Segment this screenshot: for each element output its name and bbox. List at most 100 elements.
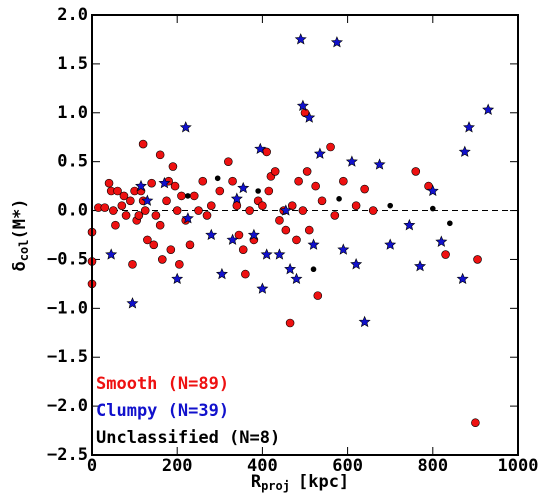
point [245,206,254,215]
star-point [294,33,307,45]
point [255,188,261,194]
star-point [403,218,416,231]
point [387,202,394,209]
y-axis-label: δcol(M*) [10,199,31,272]
star-point [254,142,267,155]
x-tick-label: 600 [332,456,363,476]
point [411,167,421,176]
point [119,191,129,201]
point [294,176,303,186]
point [214,175,221,182]
star-point [384,238,397,250]
y-tick-label: −2.5 [47,445,88,465]
point [441,250,450,259]
x-label-rest: [kpc] [298,472,349,492]
x-label-symbol: R [251,472,262,492]
point [151,211,161,220]
star-point [279,204,292,216]
point [313,291,323,300]
point [202,211,212,220]
point [311,181,320,191]
point [175,260,184,269]
y-label-sub: col [17,240,31,262]
legend-entry: Smooth (N=89) [96,374,229,394]
point [128,260,137,269]
point [429,205,436,212]
point [326,142,335,152]
y-tick-label: −0.5 [47,249,88,269]
y-tick-label: −2.0 [47,396,88,416]
point [234,230,244,240]
x-tick-label: 200 [162,456,193,476]
star-point [435,235,448,247]
x-label-sub: proj [261,479,290,493]
point [368,206,378,215]
point [121,211,131,220]
point [258,201,267,210]
point [339,176,348,186]
plot-frame [91,14,519,456]
star-point [181,212,194,224]
star-point [205,228,218,241]
point [117,201,127,210]
star-point [303,111,316,123]
star-point [373,158,386,170]
x-tick-label: 0 [87,456,97,476]
x-tick-label: 1000 [498,456,539,476]
point [109,206,118,215]
legend-entry: Clumpy (N=39) [96,401,229,421]
point [287,201,297,210]
star-point [330,36,343,48]
point [134,211,144,220]
star-point [141,194,154,206]
star-point [256,282,269,294]
star-point [345,155,358,167]
point [304,225,314,235]
star-point [337,243,350,255]
star-point [126,297,139,309]
star-point [426,184,439,197]
point [330,211,340,220]
point [104,178,114,188]
star-point [358,315,371,328]
point [351,201,361,210]
x-tick-label: 400 [247,456,278,476]
point [168,162,178,171]
point [270,167,280,176]
point [185,240,195,250]
point [224,157,233,166]
star-point [105,248,118,260]
star-point [179,121,192,133]
point [177,191,186,201]
point [155,220,165,230]
y-label-rest: (M*) [10,199,30,240]
point [189,191,199,201]
point [292,235,301,245]
point [336,196,342,202]
point [228,176,237,186]
star-point [414,260,427,272]
point [162,196,171,206]
point [275,216,284,225]
star-point [158,176,171,189]
point [281,225,291,235]
star-point [226,233,239,245]
star-point [350,258,363,270]
x-axis-label: Rproj [kpc] [251,472,349,493]
point [302,167,312,176]
star-point [273,248,286,260]
star-point [247,228,260,241]
point [198,176,208,186]
legend-entry: Unclassified (N=8) [96,428,280,448]
y-tick-label: 0.0 [57,201,88,221]
point [170,181,180,191]
y-tick-label: 2.0 [57,5,88,25]
point [317,196,327,206]
point [113,186,122,196]
y-tick-label: 1.0 [57,103,88,123]
point [143,235,152,245]
point [360,184,369,194]
star-point [482,103,495,115]
point [238,245,248,254]
